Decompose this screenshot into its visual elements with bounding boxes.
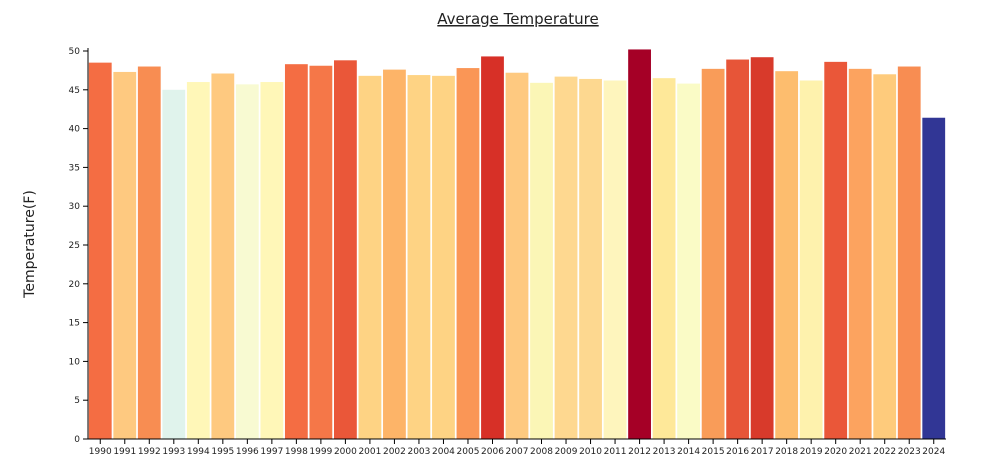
- x-tick-label-2014: 2014: [677, 447, 700, 457]
- x-tick-label-2005: 2005: [457, 447, 480, 457]
- bar-2002: [383, 69, 406, 440]
- x-tick-label-1993: 1993: [162, 447, 185, 457]
- x-tick-label-2016: 2016: [726, 447, 749, 457]
- y-tick-label-5: 5: [74, 396, 80, 406]
- y-tick-label-45: 45: [69, 86, 80, 96]
- y-tick-label-35: 35: [69, 163, 80, 173]
- x-tick-label-2013: 2013: [653, 447, 676, 457]
- x-tick-label-1994: 1994: [187, 447, 210, 457]
- y-axis-label: Temperature(F): [22, 190, 38, 299]
- bar-2017: [750, 57, 774, 440]
- bar-2020: [824, 61, 848, 440]
- bar-1993: [162, 89, 186, 440]
- x-tick-label-2010: 2010: [579, 447, 602, 457]
- bar-1996: [235, 84, 259, 440]
- y-tick-label-10: 10: [69, 357, 81, 367]
- bar-2015: [701, 68, 725, 439]
- x-tick-label-2009: 2009: [555, 447, 578, 457]
- x-tick-label-1999: 1999: [309, 447, 332, 457]
- x-tick-label-1991: 1991: [113, 447, 136, 457]
- bar-1997: [260, 82, 284, 439]
- bar-2014: [677, 83, 700, 439]
- x-tick-label-2020: 2020: [824, 447, 847, 457]
- y-tick-label-20: 20: [69, 280, 81, 290]
- y-tick-label-40: 40: [69, 125, 81, 135]
- x-tick-label-2008: 2008: [530, 447, 553, 457]
- bar-2006: [481, 56, 504, 440]
- bar-2019: [799, 80, 823, 440]
- x-tick-label-2019: 2019: [800, 447, 823, 457]
- bar-1990: [88, 62, 112, 439]
- bar-2024: [922, 117, 946, 440]
- x-tick-label-2011: 2011: [604, 447, 627, 457]
- x-tick-label-2004: 2004: [432, 447, 455, 457]
- bars-group: [88, 49, 946, 440]
- bar-2010: [579, 78, 602, 439]
- y-tick-label-50: 50: [69, 47, 81, 57]
- x-tick-label-1995: 1995: [211, 447, 234, 457]
- bar-2001: [358, 75, 382, 439]
- x-tick-label-2007: 2007: [506, 447, 529, 457]
- bar-2012: [628, 49, 651, 439]
- x-tick-label-2012: 2012: [628, 447, 651, 457]
- y-tick-label-15: 15: [69, 319, 80, 329]
- x-axis: 1990 1991 1992 1993 1994 1995 1996 1997 1998 1999…: [88, 438, 946, 457]
- x-tick-label-2018: 2018: [775, 447, 798, 457]
- bar-2018: [775, 71, 799, 440]
- bar-2021: [848, 68, 872, 439]
- bar-2016: [726, 59, 750, 439]
- bar-2003: [407, 75, 431, 439]
- x-tick-label-1990: 1990: [89, 447, 112, 457]
- x-tick-label-1996: 1996: [236, 447, 259, 457]
- x-tick-label-2002: 2002: [383, 447, 406, 457]
- x-tick-label-1998: 1998: [285, 447, 308, 457]
- x-tick-label-2000: 2000: [334, 447, 357, 457]
- bar-2005: [456, 68, 480, 439]
- bar-2000: [334, 60, 357, 440]
- y-tick-label-25: 25: [69, 241, 80, 251]
- bar-1991: [113, 71, 137, 439]
- chart-title: Average Temperature: [437, 10, 598, 28]
- bar-2011: [603, 80, 627, 440]
- bar-1992: [137, 66, 161, 440]
- x-tick-label-2003: 2003: [407, 447, 430, 457]
- bar-2004: [432, 75, 455, 439]
- x-tick-label-2023: 2023: [898, 447, 921, 457]
- x-tick-label-2024: 2024: [922, 447, 945, 457]
- bar-2022: [873, 74, 897, 439]
- bar-2008: [530, 82, 553, 439]
- bar-2023: [897, 66, 921, 440]
- x-tick-label-1997: 1997: [260, 447, 283, 457]
- y-axis: 0 5 10 15 20 25 30 35 40 45 50: [69, 47, 89, 445]
- x-tick-label-2017: 2017: [751, 447, 774, 457]
- bar-2007: [505, 72, 529, 439]
- x-tick-label-2015: 2015: [702, 447, 725, 457]
- bar-1995: [211, 73, 235, 439]
- x-tick-label-2006: 2006: [481, 447, 504, 457]
- x-tick-label-2001: 2001: [358, 447, 381, 457]
- x-tick-label-1992: 1992: [138, 447, 161, 457]
- bar-1999: [309, 65, 333, 440]
- x-tick-label-2021: 2021: [849, 447, 872, 457]
- bar-1994: [186, 82, 210, 439]
- x-tick-label-2022: 2022: [873, 447, 896, 457]
- y-tick-label-30: 30: [69, 202, 81, 212]
- y-tick-label-0: 0: [74, 435, 80, 445]
- bar-2013: [652, 78, 676, 439]
- bar-1998: [284, 64, 308, 439]
- bar-2009: [554, 76, 578, 440]
